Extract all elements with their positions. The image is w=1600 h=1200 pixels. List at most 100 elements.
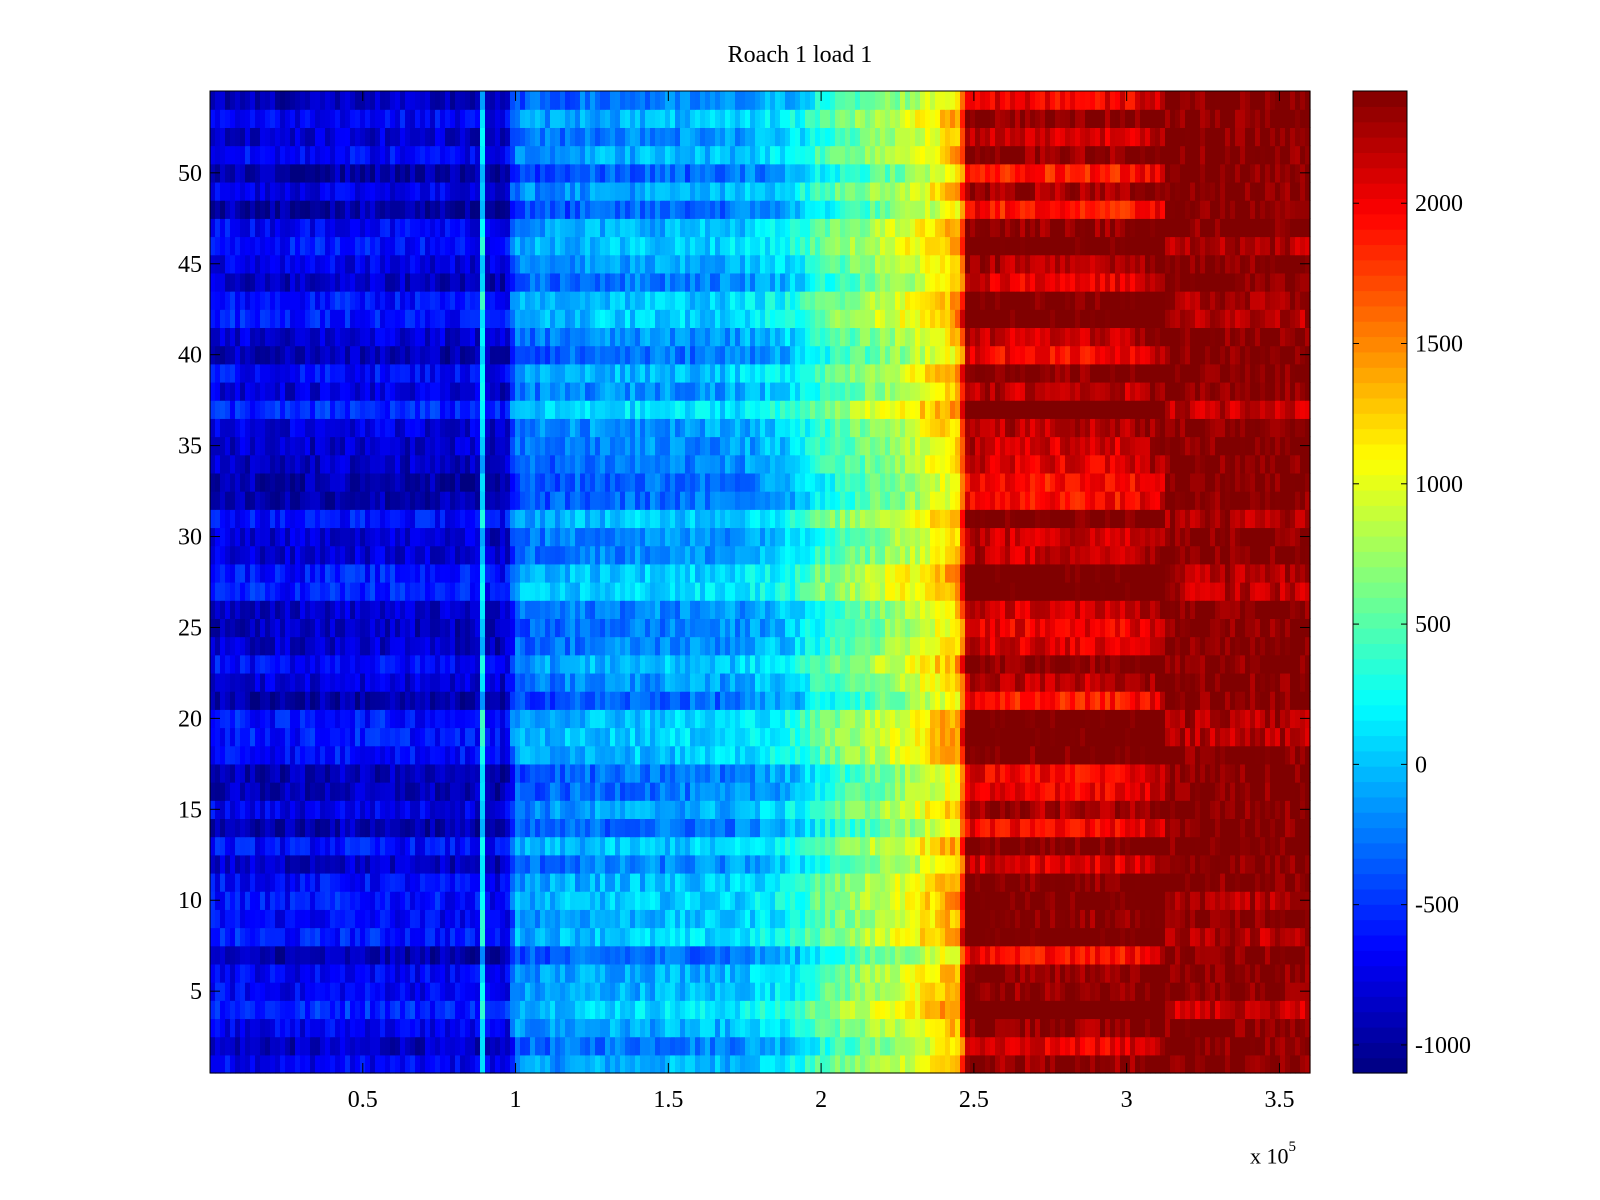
heatmap-cell (945, 745, 951, 765)
heatmap-cell (850, 872, 856, 892)
heatmap-cell (960, 872, 966, 892)
heatmap-cell (655, 982, 661, 1001)
heatmap-cell (635, 763, 641, 783)
heatmap-cell (930, 1000, 936, 1020)
heatmap-cell (555, 1054, 561, 1074)
heatmap-cell (610, 763, 616, 783)
heatmap-cell (1270, 1036, 1276, 1056)
heatmap-cell (740, 1000, 746, 1020)
heatmap-cell (1095, 709, 1101, 729)
heatmap-cell (1045, 891, 1051, 910)
heatmap-cell (300, 763, 306, 783)
heatmap-cell (995, 782, 1001, 801)
heatmap-cell (370, 691, 376, 710)
heatmap-cell (235, 691, 241, 710)
heatmap-cell (235, 745, 241, 765)
heatmap-cell (795, 691, 801, 710)
heatmap-cell (380, 1036, 386, 1056)
heatmap-cell (1305, 1000, 1311, 1020)
heatmap-cell (630, 654, 636, 674)
heatmap-cell (1280, 982, 1286, 1001)
heatmap-cell (940, 982, 946, 1001)
heatmap-cell (705, 891, 711, 910)
heatmap-cell (1240, 909, 1246, 929)
heatmap-cell (1280, 727, 1286, 747)
heatmap-cell (765, 909, 771, 929)
heatmap-cell (870, 1036, 876, 1056)
heatmap-cell (325, 1054, 331, 1074)
heatmap-cell (340, 800, 346, 820)
heatmap-cell (1085, 945, 1091, 965)
heatmap-cell (700, 945, 706, 965)
heatmap-cell (755, 818, 761, 838)
heatmap-cell (550, 854, 556, 874)
heatmap-cell (855, 854, 861, 874)
heatmap-cell (560, 982, 566, 1001)
heatmap-cell (685, 854, 691, 874)
heatmap-cell (550, 963, 556, 983)
heatmap-cell (775, 763, 781, 783)
heatmap-cell (720, 982, 726, 1001)
heatmap-cell (675, 763, 681, 783)
heatmap-cell (1110, 672, 1116, 692)
heatmap-cell (420, 909, 426, 929)
heatmap-cell (725, 909, 731, 929)
heatmap-cell (775, 945, 781, 965)
heatmap-cell (965, 782, 971, 801)
heatmap-cell (640, 818, 646, 838)
heatmap-cell (235, 982, 241, 1001)
heatmap-cell (1140, 927, 1146, 947)
heatmap-cell (510, 818, 516, 838)
heatmap-cell (560, 818, 566, 838)
heatmap-cell (225, 818, 231, 838)
heatmap-cell (550, 818, 556, 838)
heatmap-cell (435, 945, 441, 965)
heatmap-cell (1225, 691, 1231, 710)
heatmap-cell (530, 945, 536, 965)
heatmap-cell (1130, 982, 1136, 1001)
heatmap-cell (940, 1054, 946, 1074)
heatmap-cell (700, 909, 706, 929)
heatmap-cell (540, 654, 546, 674)
heatmap-cell (670, 891, 676, 910)
heatmap-cell (1130, 927, 1136, 947)
heatmap-cell (780, 891, 786, 910)
heatmap-cell (370, 672, 376, 692)
heatmap-cell (1000, 982, 1006, 1001)
heatmap-cell (890, 782, 896, 801)
heatmap-cell (650, 1054, 656, 1074)
heatmap-cell (430, 1000, 436, 1020)
heatmap-cell (1280, 800, 1286, 820)
heatmap-cell (310, 727, 316, 747)
heatmap-cell (570, 745, 576, 765)
heatmap-cell (860, 1000, 866, 1020)
heatmap-cell (840, 872, 846, 892)
heatmap-cell (1035, 891, 1041, 910)
heatmap-cell (715, 782, 721, 801)
heatmap-cell (590, 691, 596, 710)
heatmap-cell (405, 872, 411, 892)
heatmap-cell (1060, 891, 1066, 910)
heatmap-cell (580, 727, 586, 747)
heatmap-cell (395, 727, 401, 747)
heatmap-cell (875, 745, 881, 765)
heatmap-cell (225, 1000, 231, 1020)
heatmap-cell (685, 1000, 691, 1020)
heatmap-cell (675, 1054, 681, 1074)
heatmap-cell (830, 727, 836, 747)
heatmap-cell (905, 763, 911, 783)
heatmap-cell (310, 872, 316, 892)
heatmap-cell (1115, 782, 1121, 801)
heatmap-cell (750, 818, 756, 838)
heatmap-cell (460, 909, 466, 929)
heatmap-cell (305, 691, 311, 710)
heatmap-cell (430, 745, 436, 765)
heatmap-cell (270, 891, 276, 910)
heatmap-cell (855, 763, 861, 783)
heatmap-cell (425, 654, 431, 674)
heatmap-cell (790, 1054, 796, 1074)
heatmap-cell (765, 1036, 771, 1056)
heatmap-cell (420, 1054, 426, 1074)
heatmap-cell (1160, 945, 1166, 965)
heatmap-cell (1160, 800, 1166, 820)
